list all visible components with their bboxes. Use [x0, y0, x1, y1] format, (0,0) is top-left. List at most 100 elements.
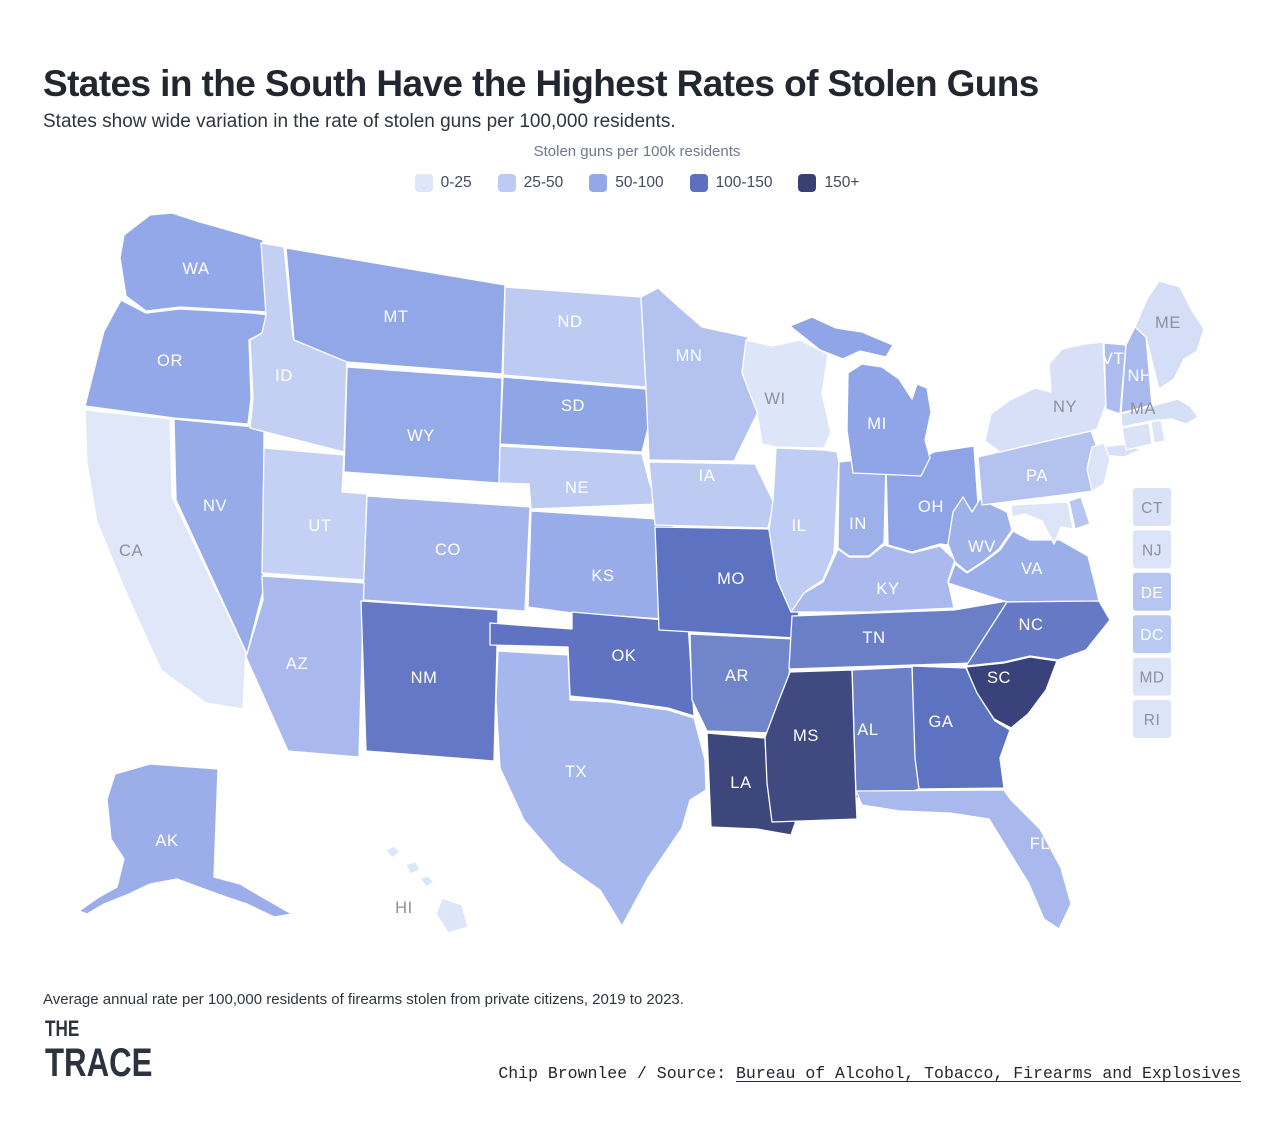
legend-title: Stolen guns per 100k residents — [533, 143, 741, 160]
legend-bucket-label: 25-50 — [523, 174, 564, 191]
state-MA[interactable] — [1120, 398, 1199, 428]
inset-square-MD[interactable] — [1133, 657, 1171, 696]
state-AK[interactable] — [78, 763, 293, 918]
state-label-UT: UT — [308, 517, 331, 535]
state-CA[interactable] — [84, 409, 247, 710]
state-label-SC: SC — [987, 669, 1011, 687]
state-HI[interactable] — [385, 845, 469, 934]
state-label-AR: AR — [725, 667, 749, 685]
state-label-VT: VT — [1102, 350, 1124, 368]
byline-credit: Chip Brownlee / Source: Bureau of Alcoho… — [498, 1064, 1241, 1083]
state-OR[interactable] — [84, 299, 269, 425]
inset-label-DE: DE — [1141, 585, 1164, 602]
state-ID[interactable] — [249, 242, 348, 453]
state-MS[interactable] — [764, 669, 858, 823]
legend-swatch-icon — [689, 174, 708, 192]
state-label-SD: SD — [561, 397, 585, 415]
state-label-WI: WI — [764, 390, 785, 408]
state-UT[interactable] — [261, 447, 368, 581]
legend-item-150+: 150+ — [798, 174, 859, 192]
state-NC[interactable] — [965, 600, 1111, 667]
state-IL[interactable] — [768, 447, 840, 613]
state-FL[interactable] — [855, 789, 1072, 930]
inset-square-DE[interactable] — [1133, 572, 1171, 611]
state-label-NC: NC — [1018, 616, 1043, 634]
inset-label-RI: RI — [1144, 712, 1161, 729]
state-label-OK: OK — [611, 647, 636, 665]
state-label-LA: LA — [730, 774, 751, 792]
state-label-NE: NE — [565, 479, 589, 497]
state-label-OH: OH — [918, 498, 944, 516]
state-label-VA: VA — [1021, 560, 1043, 578]
state-label-NV: NV — [203, 497, 227, 515]
state-label-NM: NM — [411, 669, 438, 687]
legend-item-50-100: 50-100 — [589, 174, 664, 192]
inset-square-CT[interactable] — [1133, 488, 1171, 526]
state-label-OR: OR — [157, 352, 183, 370]
state-NM[interactable] — [360, 600, 499, 762]
state-label-MO: MO — [717, 570, 745, 588]
inset-square-RI[interactable] — [1133, 700, 1171, 738]
state-KY[interactable] — [790, 544, 956, 613]
state-VT[interactable] — [1103, 342, 1127, 415]
source-note: Average annual rate per 100,000 resident… — [43, 991, 684, 1008]
source-link[interactable]: Bureau of Alcohol, Tobacco, Firearms and… — [736, 1064, 1241, 1083]
state-label-HI: HI — [395, 899, 413, 917]
state-CT[interactable] — [1121, 422, 1153, 451]
state-label-IN: IN — [849, 515, 867, 533]
state-MD[interactable] — [1010, 501, 1074, 545]
state-label-WA: WA — [182, 260, 209, 278]
legend-row: 0-25 25-50 50-100 100-150 150+ — [0, 174, 1274, 192]
inset-label-NJ: NJ — [1142, 542, 1162, 559]
state-label-GA: GA — [928, 713, 953, 731]
state-OK[interactable] — [489, 611, 695, 717]
state-label-IA: IA — [699, 467, 716, 485]
legend-swatch-icon — [497, 174, 516, 192]
state-label-ME: ME — [1155, 314, 1181, 332]
state-AZ[interactable] — [245, 575, 365, 758]
state-NH[interactable] — [1120, 326, 1153, 414]
state-label-NY: NY — [1053, 398, 1077, 416]
state-DE[interactable] — [1068, 496, 1091, 530]
state-NJ[interactable] — [1086, 442, 1111, 492]
state-label-MI: MI — [867, 415, 887, 433]
state-label-PA: PA — [1026, 467, 1048, 485]
state-label-TX: TX — [565, 763, 587, 781]
state-CO[interactable] — [362, 495, 531, 612]
state-label-CO: CO — [435, 541, 461, 559]
state-label-MT: MT — [383, 308, 408, 326]
inset-label-MD: MD — [1139, 670, 1164, 687]
logo-line-the: THE — [45, 1016, 80, 1041]
state-RI[interactable] — [1150, 419, 1166, 444]
state-label-AZ: AZ — [286, 655, 308, 673]
state-ME[interactable] — [1134, 280, 1205, 390]
state-MT[interactable] — [285, 247, 506, 375]
logo-line-trace: TRACE — [45, 1041, 153, 1085]
state-label-ID: ID — [275, 367, 293, 385]
state-label-KS: KS — [591, 567, 614, 585]
state-ND[interactable] — [502, 286, 647, 388]
state-NE[interactable] — [498, 445, 658, 510]
inset-square-NJ[interactable] — [1133, 530, 1171, 569]
state-label-AL: AL — [857, 721, 878, 739]
inset-label-DC: DC — [1140, 627, 1163, 644]
state-WI[interactable] — [741, 339, 832, 449]
legend-bucket-label: 50-100 — [615, 174, 664, 191]
state-NV[interactable] — [173, 418, 265, 655]
page-subtitle: States show wide variation in the rate o… — [43, 111, 676, 132]
state-WY[interactable] — [343, 366, 503, 484]
state-label-FL: FL — [1030, 835, 1050, 853]
the-trace-logo: THE TRACE — [45, 1016, 153, 1085]
state-TX[interactable] — [495, 650, 707, 927]
page-title: States in the South Have the Highest Rat… — [43, 62, 1039, 104]
state-WV[interactable] — [947, 496, 1013, 573]
state-MI[interactable] — [789, 316, 932, 477]
state-SD[interactable] — [499, 376, 651, 453]
state-label-IL: IL — [792, 517, 807, 535]
state-label-ND: ND — [557, 313, 582, 331]
inset-square-DC[interactable] — [1133, 615, 1171, 654]
legend-swatch-icon — [414, 174, 433, 192]
state-label-KY: KY — [876, 580, 899, 598]
state-MN[interactable] — [640, 287, 759, 462]
